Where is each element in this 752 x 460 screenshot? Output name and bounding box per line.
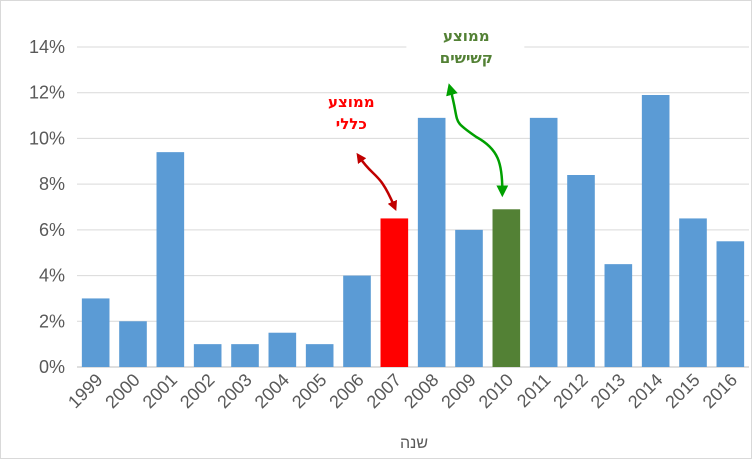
y-tick-label: 6% bbox=[39, 220, 65, 240]
bar-2001 bbox=[156, 152, 185, 367]
y-tick-label: 2% bbox=[39, 311, 65, 331]
x-tick-label: 2008 bbox=[400, 370, 442, 412]
x-tick-label: 2007 bbox=[363, 370, 405, 412]
bar-2005 bbox=[305, 344, 334, 367]
gridlines bbox=[77, 46, 749, 368]
x-tick-label: 2005 bbox=[288, 370, 330, 412]
x-tick-label: 2009 bbox=[437, 370, 479, 412]
bar-2016 bbox=[716, 241, 745, 367]
annotation-label-line: ממוצע bbox=[328, 93, 375, 111]
bar-2000 bbox=[119, 321, 147, 367]
x-tick-label: 2012 bbox=[549, 370, 591, 412]
bar-2007 bbox=[380, 218, 409, 367]
annotation-label-line: כללי bbox=[336, 115, 367, 133]
annotation-label-bg bbox=[406, 21, 525, 69]
y-tick-label: 0% bbox=[39, 357, 65, 377]
x-tick-label: 2001 bbox=[139, 370, 181, 412]
y-tick-label: 4% bbox=[39, 266, 65, 286]
bar-2009 bbox=[455, 229, 483, 367]
bar-2013 bbox=[604, 264, 633, 367]
x-axis-label: שנה bbox=[400, 435, 428, 452]
annotations: ממוצע כללי ממוצע קשישים bbox=[328, 21, 525, 212]
bar-2015 bbox=[679, 218, 707, 367]
y-tick-label: 12% bbox=[29, 83, 65, 103]
y-tick-label: 14% bbox=[29, 37, 65, 57]
x-tick-label: 2010 bbox=[475, 370, 517, 412]
x-tick-label: 2014 bbox=[624, 370, 666, 412]
annotation-label-line: ממוצע bbox=[443, 27, 490, 45]
x-tick-label: 2003 bbox=[213, 370, 255, 412]
bar-2010 bbox=[492, 209, 521, 367]
annotation-general-average: ממוצע כללי bbox=[328, 93, 397, 212]
x-tick-label: 1999 bbox=[64, 370, 106, 412]
bar-2014 bbox=[641, 95, 670, 367]
x-tick-label: 2011 bbox=[513, 370, 555, 412]
bar-2008 bbox=[417, 117, 446, 367]
bar-2011 bbox=[529, 117, 558, 367]
bar-2006 bbox=[343, 275, 371, 367]
bar-2003 bbox=[231, 344, 259, 367]
double-arrow-red bbox=[356, 152, 397, 212]
bars bbox=[81, 95, 745, 367]
y-axis-ticks: 0% 2% 4% 6% 8% 10% 12% 14% bbox=[29, 37, 65, 377]
x-tick-label: 2004 bbox=[251, 370, 293, 412]
double-arrow-green bbox=[446, 83, 509, 198]
y-tick-label: 10% bbox=[29, 128, 65, 148]
x-tick-label: 2015 bbox=[661, 370, 703, 412]
x-tick-label: 2002 bbox=[176, 370, 218, 412]
x-axis-ticks: 1999200020012002200320042005200620072008… bbox=[64, 370, 741, 412]
x-tick-label: 2016 bbox=[699, 370, 741, 412]
x-tick-label: 2013 bbox=[587, 370, 629, 412]
bar-2004 bbox=[268, 332, 297, 367]
bar-2002 bbox=[193, 344, 222, 367]
bar-1999 bbox=[81, 298, 110, 367]
x-tick-label: 2000 bbox=[101, 370, 143, 412]
y-tick-label: 8% bbox=[39, 174, 65, 194]
x-tick-label: 2006 bbox=[325, 370, 367, 412]
annotation-label-line: קשישים bbox=[440, 49, 493, 67]
bar-2012 bbox=[567, 175, 595, 367]
annotation-seniors-average: ממוצע קשישים bbox=[406, 21, 525, 198]
